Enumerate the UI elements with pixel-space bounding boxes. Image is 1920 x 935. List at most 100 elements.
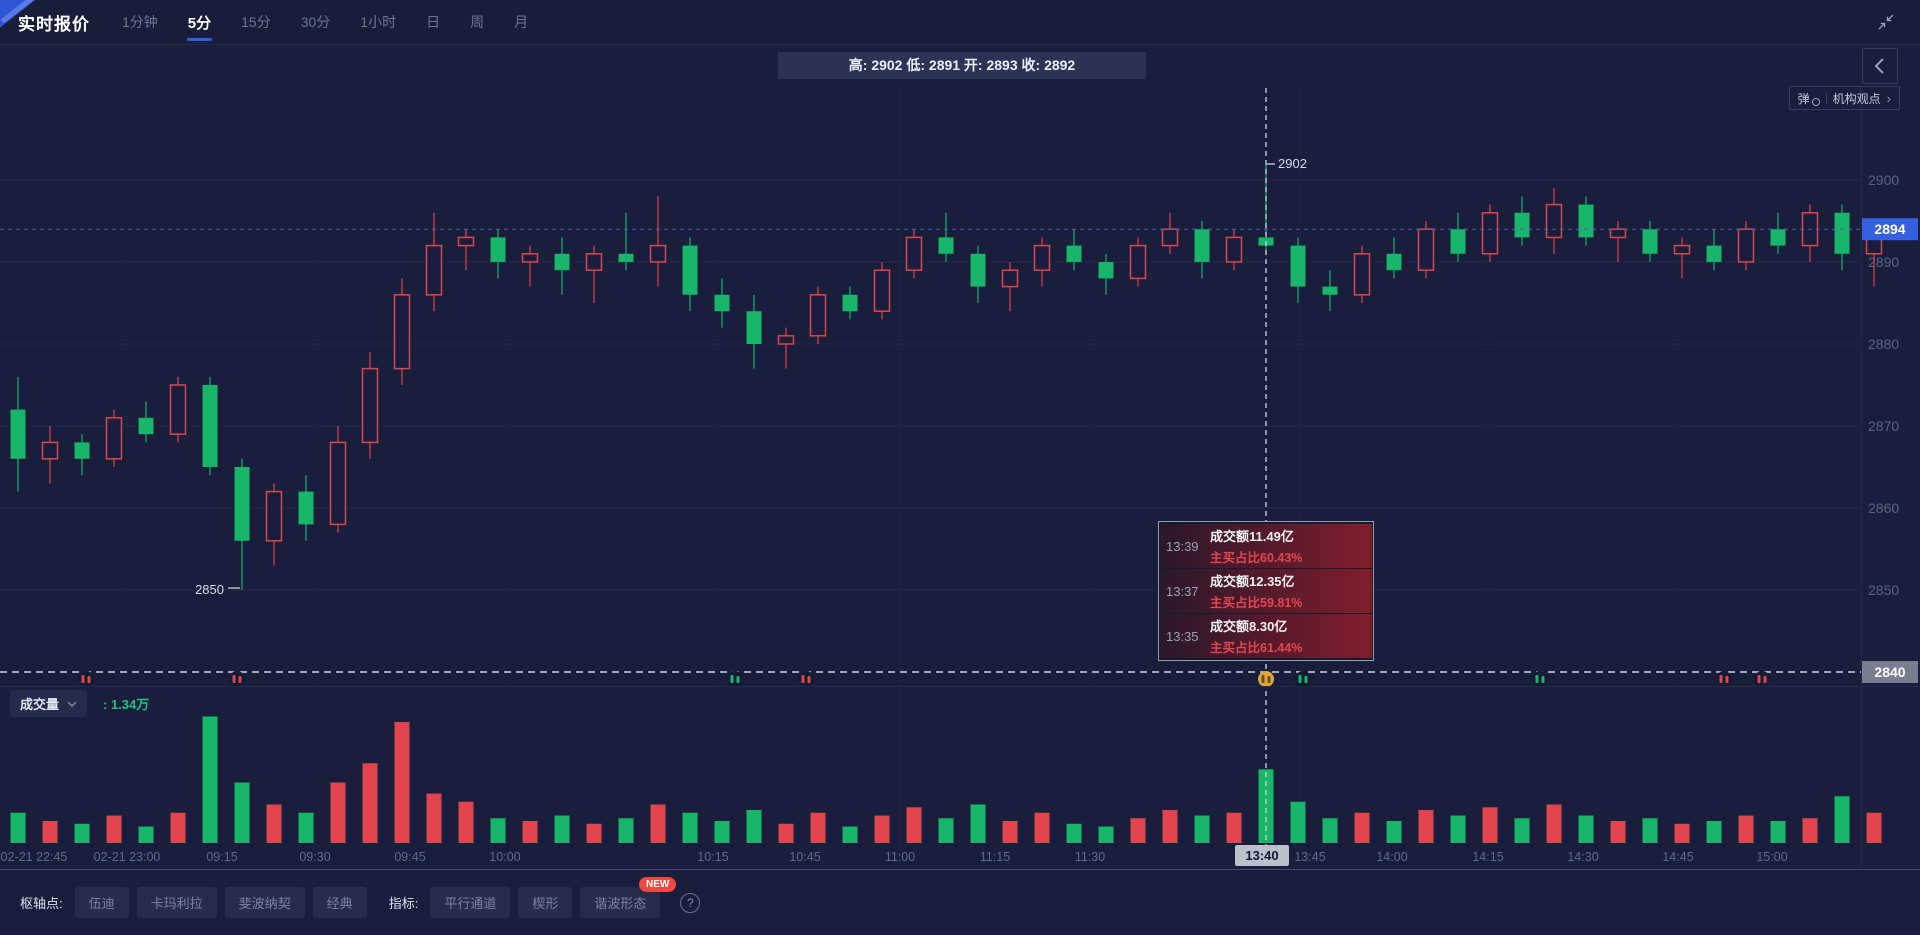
volume-bar: [1802, 818, 1818, 843]
tab-timeframe-2[interactable]: 15分: [241, 14, 271, 30]
tooltip-buy-ratio: 主买占比61.44%: [1210, 641, 1303, 655]
tab-timeframe-3[interactable]: 30分: [300, 14, 331, 30]
volume-bar: [1642, 818, 1658, 843]
help-icon[interactable]: ?: [680, 892, 701, 913]
svg-text:2840: 2840: [1874, 664, 1905, 680]
tooltip-turnover: 成交额11.49亿: [1210, 529, 1294, 544]
volume-bar: [330, 782, 346, 843]
candle: [234, 467, 250, 541]
signal-marker-up-icon[interactable]: [798, 671, 814, 687]
volume-bar: [842, 826, 858, 843]
volume-bar: [490, 818, 506, 843]
trade-detail-tooltip: 13:39 成交额11.49亿 主买占比60.43% 13:37 成交额12.35亿 主买…: [1158, 521, 1374, 661]
candle: [1098, 262, 1114, 279]
tab-timeframe-5[interactable]: 日: [426, 14, 441, 30]
candle: [1609, 228, 1627, 239]
indicator-button-0[interactable]: 平行通道: [430, 887, 511, 918]
tooltip-time: 13:39: [1166, 538, 1199, 554]
candle: [265, 490, 283, 542]
collapse-panel-button[interactable]: [1862, 48, 1898, 84]
volume-bar: [1706, 821, 1722, 843]
volume-bar: [1130, 818, 1146, 843]
svg-text:13:40: 13:40: [1245, 848, 1278, 863]
candle: [1386, 253, 1402, 271]
candle: [490, 237, 506, 262]
signal-marker-up-icon[interactable]: [1754, 671, 1770, 687]
tooltip-row-0: 13:39 成交额11.49亿 主买占比60.43%: [1160, 524, 1372, 568]
candle: [1033, 244, 1051, 271]
volume-bar: [810, 812, 826, 843]
volume-bar: [1386, 821, 1402, 843]
indicator-group-label: 指标:: [388, 896, 419, 911]
candle: [393, 294, 411, 370]
pivot-button-3[interactable]: 经典: [312, 887, 367, 918]
svg-text:09:15: 09:15: [206, 850, 237, 864]
divider: [1825, 92, 1827, 104]
candle: [361, 367, 379, 444]
tab-timeframe-6[interactable]: 周: [470, 14, 485, 30]
pivot-button-1[interactable]: 卡玛利拉: [136, 887, 217, 918]
candle: [1001, 269, 1019, 288]
volume-bar: [1578, 815, 1594, 843]
tooltip-turnover: 成交额8.30亿: [1210, 619, 1288, 634]
tab-timeframe-7[interactable]: 月: [514, 14, 529, 30]
svg-text:2902: 2902: [1278, 156, 1307, 171]
volume-bar: [906, 807, 922, 843]
signal-marker-gold-icon[interactable]: [1258, 671, 1274, 687]
volume-bar: [1738, 815, 1754, 843]
volume-bar: [522, 821, 538, 843]
chevron-down-icon: [67, 701, 77, 707]
signal-marker-down-icon[interactable]: [1532, 671, 1548, 687]
indicator-button-1[interactable]: 楔形: [518, 887, 573, 918]
volume-bar: [1674, 823, 1690, 843]
candle: [842, 294, 858, 312]
volume-indicator-dropdown[interactable]: 成交量: [10, 690, 88, 717]
svg-text:2890: 2890: [1868, 254, 1899, 270]
svg-text:09:45: 09:45: [394, 850, 425, 864]
time-axis: 02-21 22:45 02-21 23:00 09:15 09:30 09:45 10:…: [1, 845, 1788, 866]
pivot-button-2[interactable]: 斐波纳契: [224, 887, 305, 918]
volume-bar: [586, 823, 602, 843]
panel-divider: [0, 686, 1920, 687]
signal-marker-up-icon[interactable]: [229, 671, 245, 687]
signal-marker-down-icon[interactable]: [727, 671, 743, 687]
svg-text:10:15: 10:15: [697, 850, 728, 864]
tab-timeframe-1[interactable]: 5分: [186, 0, 213, 46]
svg-text:09:30: 09:30: [299, 850, 330, 864]
tab-timeframe-0[interactable]: 1分钟: [122, 14, 158, 30]
volume-bar: [1450, 815, 1466, 843]
institution-view-label: 机构观点: [1832, 91, 1881, 106]
collapse-window-icon[interactable]: [1878, 14, 1894, 30]
candle: [1290, 245, 1306, 287]
candle: [1545, 203, 1563, 239]
candle: [1353, 253, 1371, 296]
signal-marker-up-icon[interactable]: [1716, 671, 1732, 687]
volume-bar: [1194, 815, 1210, 843]
volume-bar: [1322, 818, 1338, 843]
pivot-button-0[interactable]: 伍迪: [74, 887, 129, 918]
volume-label: 成交量: [20, 697, 60, 712]
signal-marker-up-icon[interactable]: [78, 671, 94, 687]
volume-bar: [1354, 812, 1370, 843]
institution-view-link[interactable]: 弹 机构观点 ›: [1788, 86, 1900, 110]
volume-bar: [1066, 823, 1082, 843]
svg-text:10:45: 10:45: [789, 850, 820, 864]
volume-bar: [1610, 821, 1626, 843]
tab-timeframe-4[interactable]: 1小时: [360, 14, 397, 30]
svg-text:11:30: 11:30: [1075, 850, 1105, 864]
candle: [1770, 229, 1786, 246]
volume-bar: [1226, 812, 1242, 843]
danmu-badge: 弹: [1797, 91, 1810, 106]
candle: [1322, 286, 1338, 295]
chevron-left-icon: [1874, 58, 1884, 74]
signal-marker-down-icon[interactable]: [1295, 671, 1311, 687]
volume-bar: [74, 823, 90, 843]
candle: [554, 253, 570, 271]
volume-bar: [1162, 810, 1178, 843]
svg-text:10:00: 10:00: [489, 850, 520, 864]
svg-text:11:15: 11:15: [980, 850, 1010, 864]
volume-bar: [874, 815, 890, 843]
indicator-button-2[interactable]: 谐波形态 NEW: [580, 877, 677, 918]
volume-bar: [394, 722, 410, 843]
